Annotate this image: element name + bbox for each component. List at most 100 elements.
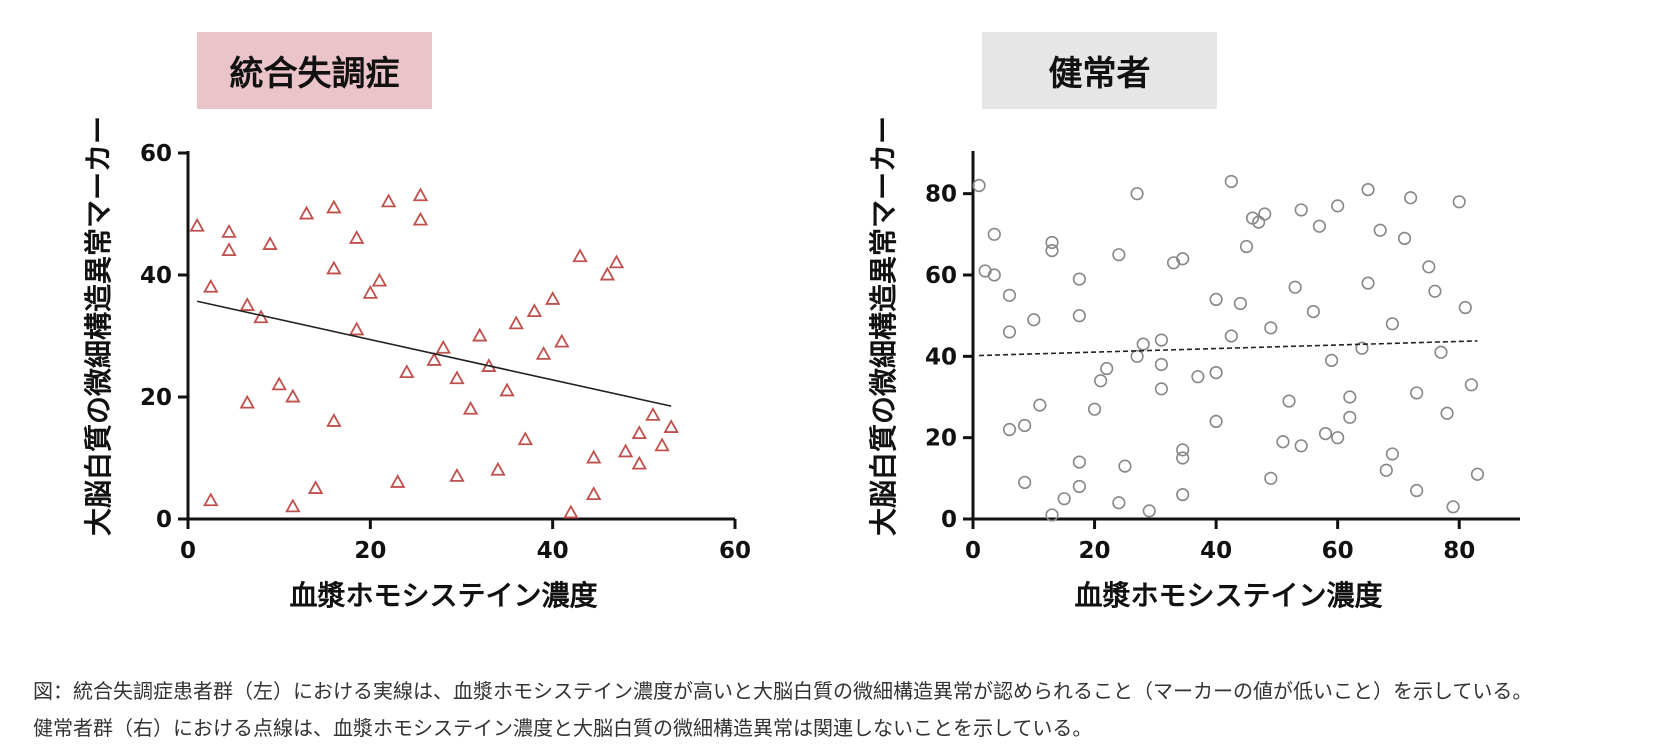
right-data-point — [1209, 414, 1223, 429]
right-data-point — [1331, 199, 1345, 213]
left-data-point — [307, 480, 324, 494]
left-data-point — [389, 474, 406, 488]
right-y-tick-label: 40 — [925, 344, 957, 370]
left-data-point — [585, 449, 602, 464]
left-data-point — [462, 400, 479, 415]
left-data-point — [599, 266, 616, 281]
left-data-point — [271, 376, 287, 391]
right-data-point — [1045, 508, 1059, 522]
right-data-point — [1130, 187, 1144, 201]
right-data-point — [1027, 313, 1041, 327]
left-data-point — [326, 260, 342, 275]
right-data-point — [1094, 374, 1108, 388]
left-data-point — [608, 254, 625, 269]
right-data-point — [1343, 410, 1357, 424]
right-data-point — [1118, 459, 1132, 473]
left-data-point — [508, 315, 524, 330]
left-data-point — [285, 388, 301, 403]
right-data-point — [1087, 402, 1102, 416]
right-data-point — [1428, 284, 1442, 298]
right-data-point — [1002, 422, 1017, 437]
right-y-tick-label: 60 — [925, 263, 957, 289]
left-data-point — [371, 272, 388, 287]
right-data-point — [1224, 174, 1238, 189]
left-x-tick-label: 0 — [180, 538, 196, 564]
right-fit-line — [979, 340, 1478, 357]
right-data-point — [1318, 427, 1333, 441]
right-data-point — [1324, 353, 1339, 368]
right-y-tick-label: 0 — [941, 507, 957, 533]
right-data-point — [1434, 345, 1448, 359]
right-x-axis-label: 血漿ホモシステイン濃度 — [1074, 579, 1382, 612]
right-data-point — [1385, 447, 1399, 461]
right-data-point — [1306, 305, 1320, 319]
left-data-point — [285, 498, 301, 513]
right-x-tick-label: 0 — [965, 538, 981, 564]
right-data-point — [1464, 378, 1478, 392]
left-data-point — [298, 205, 315, 220]
right-y-axis-label: 大脳白質の微細構造異常マーカー — [867, 116, 900, 536]
left-data-point — [585, 486, 602, 501]
left-data-point — [326, 413, 342, 427]
right-data-point — [987, 227, 1001, 241]
right-data-point — [1312, 219, 1327, 233]
right-data-point — [1072, 309, 1086, 323]
left-data-point — [380, 193, 397, 208]
right-y-tick-label: 20 — [925, 426, 957, 452]
left-data-point — [348, 321, 365, 336]
left-data-point — [472, 327, 488, 342]
right-data-point — [1258, 207, 1272, 221]
left-data-point — [535, 345, 552, 360]
right-data-point — [1343, 390, 1357, 404]
right-data-point — [1176, 252, 1190, 266]
right-data-point — [1397, 231, 1412, 245]
right-data-point — [1100, 361, 1114, 376]
caption-line-2: 健常者群（右）における点線は、血漿ホモシステイン濃度と大脳白質の微細構造異常は関… — [33, 716, 1093, 740]
left-data-point — [663, 419, 679, 433]
left-data-point — [645, 406, 661, 421]
right-data-point — [1264, 471, 1278, 485]
left-x-axis-label: 血漿ホモシステイン濃度 — [289, 579, 597, 612]
right-data-point — [1361, 276, 1375, 290]
right-data-point — [1209, 292, 1223, 307]
right-data-point — [1385, 317, 1399, 331]
right-data-point — [1209, 366, 1223, 380]
right-data-point — [1239, 239, 1254, 254]
left-y-tick-label: 20 — [140, 385, 172, 411]
left-data-point — [399, 364, 415, 379]
right-data-point — [1154, 333, 1169, 347]
right-data-point — [1176, 451, 1190, 465]
left-data-point — [203, 492, 219, 507]
left-data-point — [563, 504, 579, 519]
right-data-point — [1154, 382, 1169, 396]
left-data-point — [239, 297, 255, 311]
right-data-point — [1045, 235, 1059, 250]
right-data-point — [1018, 418, 1032, 433]
right-data-point — [1191, 370, 1205, 384]
left-data-point — [435, 339, 451, 354]
right-data-point — [1294, 203, 1308, 217]
left-data-point — [617, 443, 634, 458]
right-x-tick-label: 60 — [1322, 538, 1354, 564]
right-data-point — [1470, 467, 1485, 481]
right-data-point — [1422, 260, 1436, 274]
right-data-point — [1361, 183, 1375, 197]
caption-line-1: 図：統合失調症患者群（左）における実線は、血漿ホモシステイン濃度が高いと大脳白質… — [33, 679, 1533, 703]
right-data-point — [1018, 475, 1032, 490]
right-data-point — [1331, 431, 1345, 445]
right-data-point — [987, 268, 1001, 282]
left-data-point — [412, 187, 429, 202]
left-fit-line — [196, 300, 672, 407]
right-panel-title: 健常者 — [982, 32, 1217, 109]
left-data-point — [631, 425, 647, 440]
left-data-point — [348, 230, 365, 244]
left-data-point — [412, 211, 429, 226]
right-data-point — [1142, 504, 1156, 518]
right-data-point — [1045, 244, 1059, 258]
left-x-tick-label: 20 — [354, 538, 386, 564]
right-data-point — [1355, 341, 1369, 355]
left-data-point — [499, 382, 515, 397]
left-y-tick-label: 0 — [156, 507, 172, 533]
left-data-point — [426, 352, 442, 366]
right-y-tick-label: 80 — [925, 182, 957, 208]
